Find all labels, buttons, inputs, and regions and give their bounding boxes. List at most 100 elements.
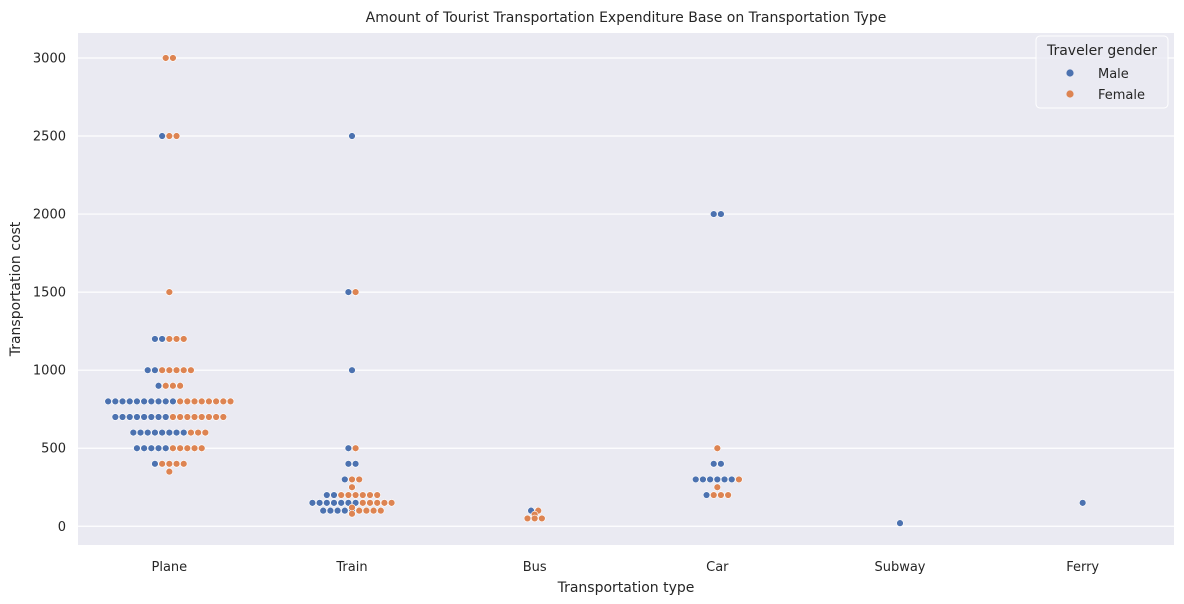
point-male-train bbox=[344, 288, 353, 296]
point-male-train bbox=[341, 506, 349, 515]
point-female-plane bbox=[169, 54, 177, 62]
legend: Traveler gender Male Female bbox=[1035, 35, 1169, 109]
point-male-plane bbox=[162, 444, 170, 452]
point-male-plane bbox=[104, 397, 112, 406]
point-male-car bbox=[706, 475, 714, 484]
point-female-train bbox=[366, 499, 374, 507]
point-female-bus bbox=[523, 514, 532, 523]
point-female-plane bbox=[180, 335, 188, 343]
point-female-train bbox=[351, 444, 360, 452]
point-female-train bbox=[351, 288, 360, 296]
point-female-train bbox=[355, 475, 363, 484]
point-female-plane bbox=[183, 444, 192, 452]
x-tick-label-subway: Subway bbox=[874, 560, 925, 575]
point-male-car bbox=[713, 475, 722, 484]
point-male-plane bbox=[129, 428, 138, 437]
point-male-car bbox=[728, 475, 736, 484]
point-female-plane bbox=[165, 132, 174, 140]
point-female-plane bbox=[172, 335, 181, 343]
y-tick-label: 0 bbox=[58, 520, 66, 535]
point-female-train bbox=[348, 503, 356, 512]
point-female-plane bbox=[212, 397, 220, 406]
y-tick-label: 1000 bbox=[33, 364, 66, 379]
point-male-plane bbox=[111, 413, 120, 421]
point-male-train bbox=[323, 491, 331, 499]
point-female-plane bbox=[219, 413, 228, 421]
point-male-train bbox=[351, 460, 360, 468]
point-female-plane bbox=[165, 335, 174, 343]
point-male-plane bbox=[140, 413, 148, 421]
point-female-train bbox=[355, 506, 363, 515]
point-female-plane bbox=[205, 413, 213, 421]
x-tick-label-train: Train bbox=[335, 560, 367, 575]
y-tick-label: 2500 bbox=[33, 130, 66, 145]
data-points bbox=[104, 54, 1087, 527]
point-female-plane bbox=[176, 444, 184, 452]
point-female-plane bbox=[198, 397, 206, 406]
point-male-car bbox=[692, 475, 700, 484]
point-female-train bbox=[366, 491, 374, 499]
point-female-plane bbox=[219, 397, 228, 406]
point-female-plane bbox=[190, 413, 199, 421]
point-male-train bbox=[315, 499, 324, 507]
point-female-plane bbox=[176, 397, 184, 406]
point-male-plane bbox=[126, 413, 134, 421]
point-female-plane bbox=[165, 288, 174, 296]
point-female-plane bbox=[162, 54, 170, 62]
point-female-plane bbox=[158, 460, 166, 468]
point-female-plane bbox=[165, 467, 174, 476]
point-male-plane bbox=[151, 428, 159, 437]
point-female-train bbox=[373, 491, 381, 499]
point-female-plane bbox=[169, 413, 177, 421]
gridlines bbox=[78, 57, 1174, 527]
point-female-plane bbox=[187, 428, 195, 437]
point-female-plane bbox=[198, 413, 206, 421]
point-male-plane bbox=[154, 397, 163, 406]
point-female-plane bbox=[172, 460, 181, 468]
point-male-plane bbox=[126, 397, 134, 406]
point-female-train bbox=[387, 499, 396, 507]
point-male-plane bbox=[151, 366, 159, 374]
point-male-train bbox=[323, 499, 331, 507]
x-tick-label-ferry: Ferry bbox=[1066, 560, 1099, 575]
point-male-plane bbox=[144, 428, 152, 437]
point-female-train bbox=[348, 475, 356, 484]
point-female-plane bbox=[165, 460, 174, 468]
point-female-train bbox=[359, 491, 367, 499]
point-female-train bbox=[348, 483, 356, 491]
point-male-car bbox=[717, 460, 725, 468]
point-male-plane bbox=[144, 366, 152, 374]
point-male-plane bbox=[140, 397, 148, 406]
point-male-plane bbox=[154, 413, 163, 421]
point-male-train bbox=[326, 506, 335, 515]
y-tick-label: 500 bbox=[41, 442, 66, 457]
point-female-plane bbox=[169, 444, 177, 452]
point-female-plane bbox=[205, 397, 213, 406]
point-male-plane bbox=[151, 335, 159, 343]
point-male-train bbox=[348, 132, 356, 140]
y-tick-label: 3000 bbox=[33, 51, 66, 66]
point-female-plane bbox=[172, 366, 181, 374]
point-female-train bbox=[373, 499, 381, 507]
point-female-plane bbox=[190, 444, 199, 452]
point-female-car bbox=[735, 475, 743, 484]
point-female-train bbox=[348, 510, 356, 518]
point-male-plane bbox=[162, 397, 170, 406]
point-male-plane bbox=[133, 444, 141, 452]
point-male-plane bbox=[158, 132, 166, 140]
point-female-plane bbox=[169, 382, 177, 390]
y-axis-label: Transportation cost bbox=[8, 221, 24, 357]
point-male-train bbox=[337, 499, 345, 507]
y-tick-label: 2000 bbox=[33, 208, 66, 223]
point-female-car bbox=[710, 491, 718, 499]
point-female-train bbox=[369, 506, 378, 515]
point-male-plane bbox=[118, 413, 127, 421]
point-male-plane bbox=[147, 397, 156, 406]
point-male-plane bbox=[158, 428, 166, 437]
point-female-plane bbox=[183, 397, 192, 406]
chart-title: Amount of Tourist Transportation Expendi… bbox=[366, 10, 887, 26]
point-male-plane bbox=[147, 444, 156, 452]
point-female-train bbox=[380, 499, 389, 507]
point-male-plane bbox=[158, 335, 166, 343]
